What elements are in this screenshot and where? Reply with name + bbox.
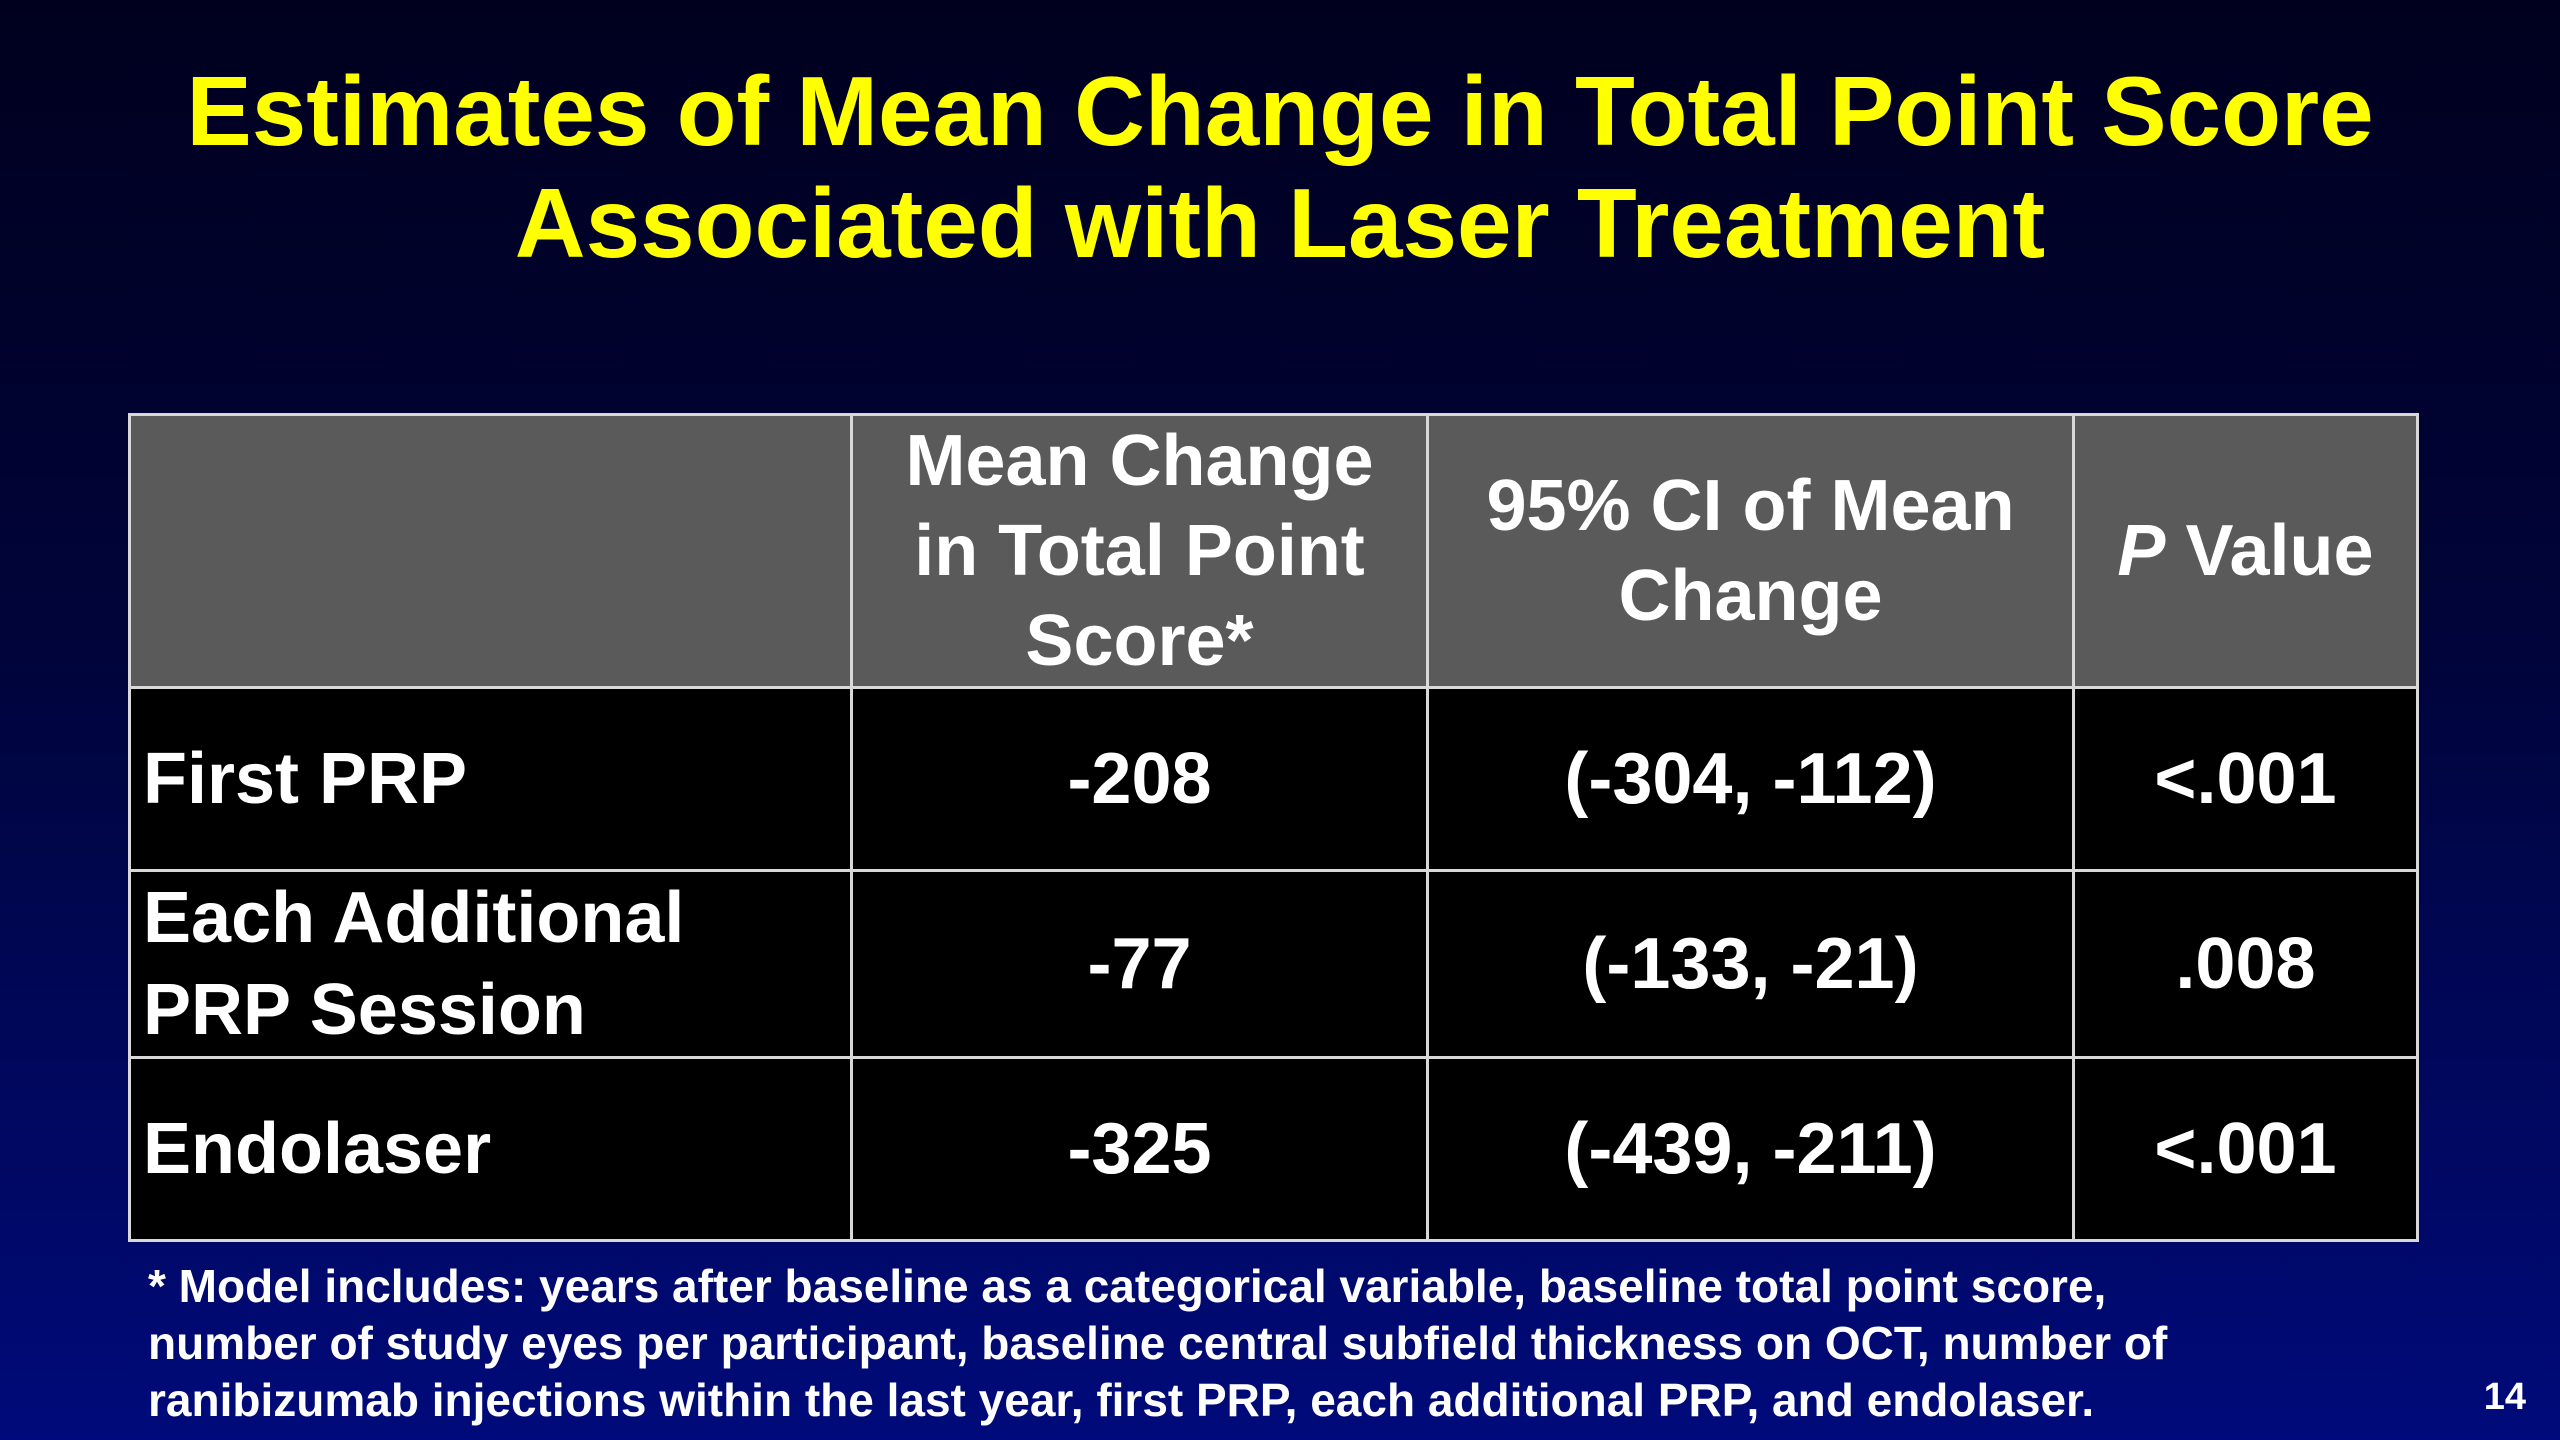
header-ci-line-2: Change bbox=[1618, 556, 1883, 636]
header-confidence-interval: 95% CI of Mean Change bbox=[1426, 413, 2075, 689]
mean-change-value: -325 bbox=[850, 1056, 1429, 1242]
footnote-line-3: ranibizumab injections within the last y… bbox=[148, 1374, 2095, 1426]
mean-change-value: -208 bbox=[850, 686, 1429, 872]
table-header-row: Mean Change in Total Point Score* 95% CI… bbox=[128, 413, 2419, 689]
ci-value: (-439, -211) bbox=[1426, 1056, 2075, 1242]
slide-title-line-2: Associated with Laser Treatment bbox=[514, 168, 2046, 278]
slide-title-line-1: Estimates of Mean Change in Total Point … bbox=[186, 56, 2374, 166]
p-value: .008 bbox=[2072, 869, 2419, 1059]
row-label-line-1: First PRP bbox=[143, 739, 468, 819]
results-table: Mean Change in Total Point Score* 95% CI… bbox=[128, 413, 2419, 1242]
footnote-line-2: number of study eyes per participant, ba… bbox=[148, 1317, 2168, 1369]
header-mean-change: Mean Change in Total Point Score* bbox=[850, 413, 1429, 689]
header-p-value: P Value bbox=[2072, 413, 2419, 689]
header-p-value-rest: Value bbox=[2165, 511, 2374, 591]
table-row: First PRP -208 (-304, -112) <.001 bbox=[128, 686, 2419, 872]
page-number: 14 bbox=[2483, 1376, 2526, 1418]
row-label-line-2: PRP Session bbox=[143, 970, 586, 1050]
header-ci-line-1: 95% CI of Mean bbox=[1486, 466, 2015, 546]
header-mean-change-line-1: Mean Change bbox=[905, 421, 1374, 501]
footnote-line-1: * Model includes: years after baseline a… bbox=[148, 1260, 2107, 1312]
footnote: * Model includes: years after baseline a… bbox=[148, 1258, 2368, 1429]
ci-value: (-304, -112) bbox=[1426, 686, 2075, 872]
ci-value: (-133, -21) bbox=[1426, 869, 2075, 1059]
slide-title: Estimates of Mean Change in Total Point … bbox=[0, 55, 2560, 279]
row-label-line-1: Each Additional bbox=[143, 878, 685, 958]
header-mean-change-line-2: in Total Point bbox=[914, 511, 1365, 591]
header-p-value-italic: P bbox=[2117, 511, 2166, 591]
row-label: Endolaser bbox=[128, 1056, 853, 1242]
row-label: Each Additional PRP Session bbox=[128, 869, 853, 1059]
table-row: Endolaser -325 (-439, -211) <.001 bbox=[128, 1056, 2419, 1242]
header-empty-cell bbox=[128, 413, 853, 689]
row-label: First PRP bbox=[128, 686, 853, 872]
row-label-line-1: Endolaser bbox=[143, 1109, 492, 1189]
p-value: <.001 bbox=[2072, 1056, 2419, 1242]
mean-change-value: -77 bbox=[850, 869, 1429, 1059]
header-mean-change-line-3: Score* bbox=[1025, 601, 1254, 681]
table-row: Each Additional PRP Session -77 (-133, -… bbox=[128, 869, 2419, 1059]
p-value: <.001 bbox=[2072, 686, 2419, 872]
